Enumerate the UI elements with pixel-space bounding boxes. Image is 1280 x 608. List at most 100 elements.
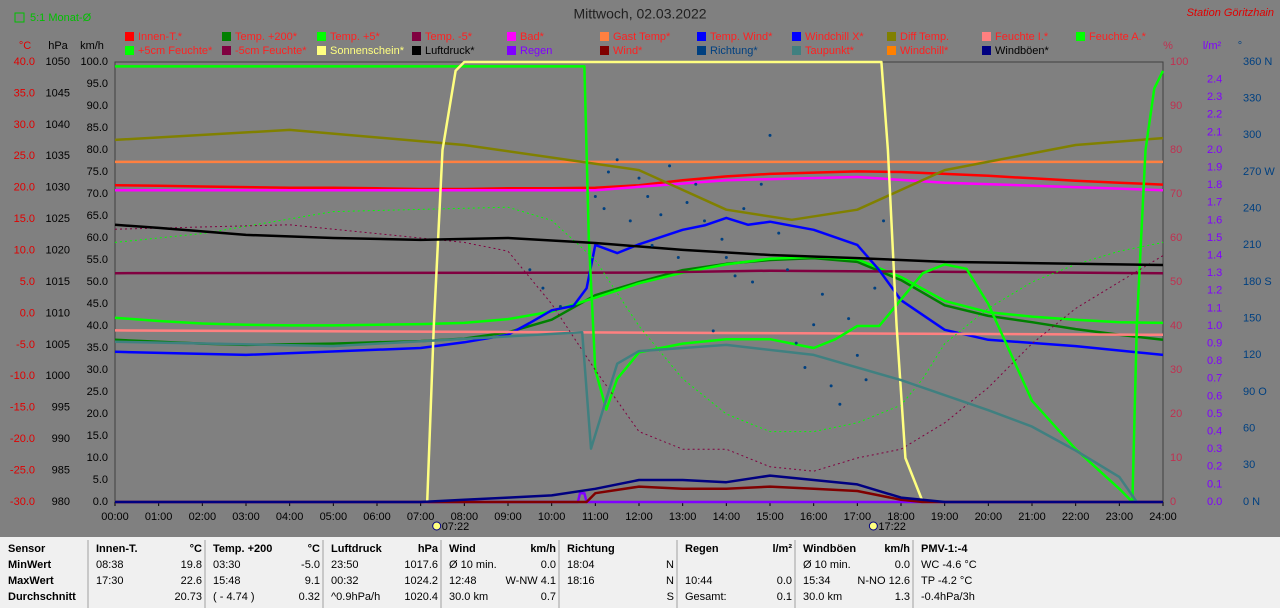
series-line bbox=[114, 331, 1138, 503]
direction-dot bbox=[720, 237, 724, 241]
direction-dot bbox=[733, 274, 737, 278]
y-tick-label: 25.0 bbox=[87, 386, 108, 398]
cell-value: 0.0 bbox=[777, 575, 792, 587]
y-tick-label: 1020 bbox=[46, 244, 70, 256]
y-tick-label: 270 W bbox=[1243, 166, 1275, 178]
y-tick-label: 150 bbox=[1243, 313, 1261, 325]
y-tick-label: 2.0 bbox=[1207, 144, 1222, 156]
y-tick-label: 985 bbox=[52, 464, 70, 476]
x-tick-label: 05:00 bbox=[320, 511, 348, 523]
legend-label: Diff Temp. bbox=[900, 31, 949, 43]
y-tick-label: 1015 bbox=[46, 276, 70, 288]
sun-time: 17:22 bbox=[878, 521, 906, 533]
column-unit: °C bbox=[190, 543, 202, 555]
legend-swatch bbox=[600, 32, 609, 41]
legend-swatch bbox=[1076, 32, 1085, 41]
y-tick-label: 1.2 bbox=[1207, 285, 1222, 297]
cell-value: N bbox=[666, 559, 674, 571]
legend-label: Temp. +5* bbox=[330, 31, 381, 43]
direction-dot bbox=[628, 219, 632, 223]
y-tick-label: 70 bbox=[1170, 188, 1182, 200]
station: Station Göritzhain bbox=[1187, 7, 1274, 19]
series-line bbox=[115, 65, 1165, 504]
y-tick-label: 120 bbox=[1243, 349, 1261, 361]
cell: 18:04 bbox=[567, 559, 595, 571]
y-tick-label: 1010 bbox=[46, 307, 70, 319]
x-tick-label: 22:00 bbox=[1062, 511, 1090, 523]
x-tick-label: 09:00 bbox=[494, 511, 522, 523]
cell: 08:38 bbox=[96, 559, 124, 571]
direction-dot bbox=[694, 182, 698, 186]
y-tick-label: 0.0 bbox=[93, 496, 108, 508]
y-tick-label: 25.0 bbox=[14, 150, 35, 162]
y-tick-label: 1000 bbox=[46, 370, 70, 382]
legend-swatch bbox=[125, 32, 134, 41]
legend-swatch bbox=[412, 32, 421, 41]
column-title: Innen-T. bbox=[96, 543, 138, 555]
y-tick-label: 15.0 bbox=[87, 430, 108, 442]
legend-label: Taupunkt* bbox=[805, 45, 855, 57]
x-tick-label: 02:00 bbox=[189, 511, 217, 523]
y-tick-label: 100 bbox=[1170, 56, 1188, 68]
y-tick-label: 5.0 bbox=[93, 474, 108, 486]
y-tick-label: 1.7 bbox=[1207, 197, 1222, 209]
legend-label: Windböen* bbox=[995, 45, 1050, 57]
cell-value: 0.7 bbox=[541, 591, 556, 603]
series-line bbox=[115, 175, 1164, 192]
y-tick-label: 5.0 bbox=[20, 276, 35, 288]
y-tick-label: 0.6 bbox=[1207, 390, 1222, 402]
y-tick-label: 50 bbox=[1170, 276, 1182, 288]
direction-dot bbox=[751, 280, 755, 284]
cell: 00:32 bbox=[331, 575, 359, 587]
legend-swatch bbox=[222, 32, 231, 41]
direction-dot bbox=[637, 176, 641, 180]
x-tick-label: 15:00 bbox=[756, 511, 784, 523]
direction-dot bbox=[602, 207, 606, 211]
direction-dot bbox=[724, 256, 728, 260]
y-tick-label: 0 bbox=[1170, 496, 1176, 508]
y-tick-label: 45.0 bbox=[87, 298, 108, 310]
y-tick-label: 15.0 bbox=[14, 213, 35, 225]
y-tick-label: 330 bbox=[1243, 93, 1261, 105]
direction-dot bbox=[838, 402, 842, 406]
series-line bbox=[115, 60, 1163, 504]
direction-dot bbox=[558, 304, 562, 308]
legend-swatch bbox=[125, 46, 134, 55]
x-tick-label: 19:00 bbox=[931, 511, 959, 523]
y-tick-label: 1.6 bbox=[1207, 214, 1222, 226]
legend-label: Feuchte I.* bbox=[995, 31, 1049, 43]
legend-swatch bbox=[982, 32, 991, 41]
series-line bbox=[115, 485, 1163, 504]
direction-dot bbox=[873, 286, 877, 290]
direction-dot bbox=[650, 243, 654, 247]
y-tick-label: -30.0 bbox=[10, 496, 35, 508]
direction-dot bbox=[668, 164, 672, 168]
cell-value: 0.0 bbox=[541, 559, 556, 571]
y-tick-label: 50.0 bbox=[87, 276, 108, 288]
x-tick-label: 16:00 bbox=[800, 511, 828, 523]
y-tick-label: 60 bbox=[1170, 232, 1182, 244]
direction-dot bbox=[855, 353, 859, 357]
y-tick-label: 80 bbox=[1170, 144, 1182, 156]
series-line bbox=[114, 224, 1164, 472]
column-unit: hPa bbox=[418, 543, 439, 555]
legend-label: Temp. +200* bbox=[235, 31, 298, 43]
chart-title: Mittwoch, 02.03.2022 bbox=[573, 6, 706, 22]
x-tick-label: 04:00 bbox=[276, 511, 304, 523]
y-tick-label: 1050 bbox=[46, 56, 70, 68]
y-tick-label: 60.0 bbox=[87, 232, 108, 244]
y-tick-label: -25.0 bbox=[10, 464, 35, 476]
y-tick-label: 240 bbox=[1243, 203, 1261, 215]
sun-icon bbox=[432, 521, 442, 531]
direction-dot bbox=[711, 329, 715, 333]
cell: ( - 4.74 ) bbox=[213, 591, 255, 603]
direction-dot bbox=[541, 286, 545, 290]
note-box bbox=[14, 12, 25, 23]
series-line bbox=[114, 223, 1164, 267]
legend-label: Feuchte A.* bbox=[1089, 31, 1147, 43]
cell-value: 9.1 bbox=[305, 575, 320, 587]
y-tick-label: 1.1 bbox=[1207, 302, 1222, 314]
y-tick-label: -20.0 bbox=[10, 433, 35, 445]
